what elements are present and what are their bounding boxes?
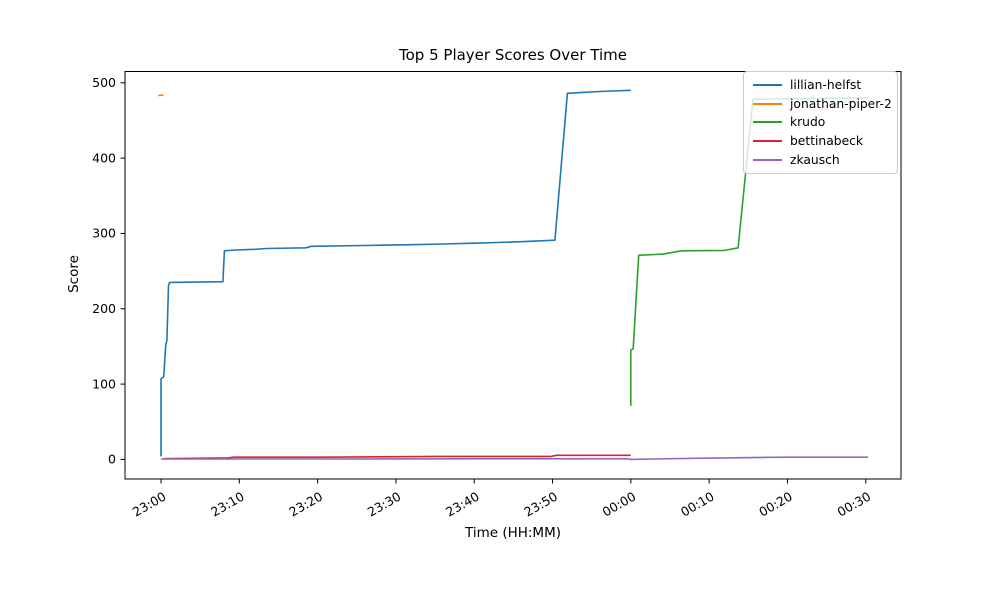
x-axis-label: Time (HH:MM) <box>464 525 561 541</box>
series-line-bettinabeck <box>163 454 631 460</box>
x-tick-label: 00:30 <box>835 489 874 520</box>
x-tick-label: 23:30 <box>365 489 404 520</box>
y-tick-label: 100 <box>92 376 116 391</box>
x-tick-label: 23:10 <box>208 489 247 520</box>
y-axis-label: Score <box>66 255 82 293</box>
y-tick-label: 200 <box>92 301 116 316</box>
legend-item: zkausch <box>753 153 889 167</box>
series-line-lillian-helfst <box>160 89 631 457</box>
legend-label: lillian-helfst <box>790 78 862 93</box>
legend-item: lillian-helfst <box>753 78 889 92</box>
x-tick-label: 23:00 <box>130 489 169 520</box>
chart-title: Top 5 Player Scores Over Time <box>399 46 627 64</box>
y-tick-label: 400 <box>92 150 116 165</box>
legend-item: bettinabeck <box>753 134 889 148</box>
legend-label: jonathan-piper-2 <box>790 96 892 111</box>
x-tick-label: 00:00 <box>600 489 639 520</box>
legend-line-swatch <box>753 121 782 124</box>
series-line-zkausch <box>161 456 869 461</box>
legend-line-swatch <box>753 140 782 143</box>
legend-label: zkausch <box>790 152 840 167</box>
series-line-jonathan-piper-2 <box>158 94 164 97</box>
x-tick-label: 00:20 <box>756 489 795 520</box>
legend: lillian-helfst jonathan-piper-2 krudo be… <box>743 71 898 174</box>
x-tick-label: 00:10 <box>678 489 717 520</box>
legend-item: krudo <box>753 115 889 129</box>
legend-label: krudo <box>790 115 826 130</box>
legend-line-swatch <box>753 84 782 87</box>
y-tick-label: 300 <box>92 226 116 241</box>
legend-line-swatch <box>753 158 782 161</box>
x-tick-label: 23:50 <box>521 489 560 520</box>
x-tick-label: 23:40 <box>443 489 482 520</box>
legend-line-swatch <box>753 102 782 105</box>
x-tick-label: 23:20 <box>286 489 325 520</box>
legend-item: jonathan-piper-2 <box>753 96 892 111</box>
axes-spines <box>124 71 902 480</box>
y-tick-label: 0 <box>108 452 116 467</box>
legend-label: bettinabeck <box>790 134 864 149</box>
y-tick-label: 500 <box>92 75 116 90</box>
